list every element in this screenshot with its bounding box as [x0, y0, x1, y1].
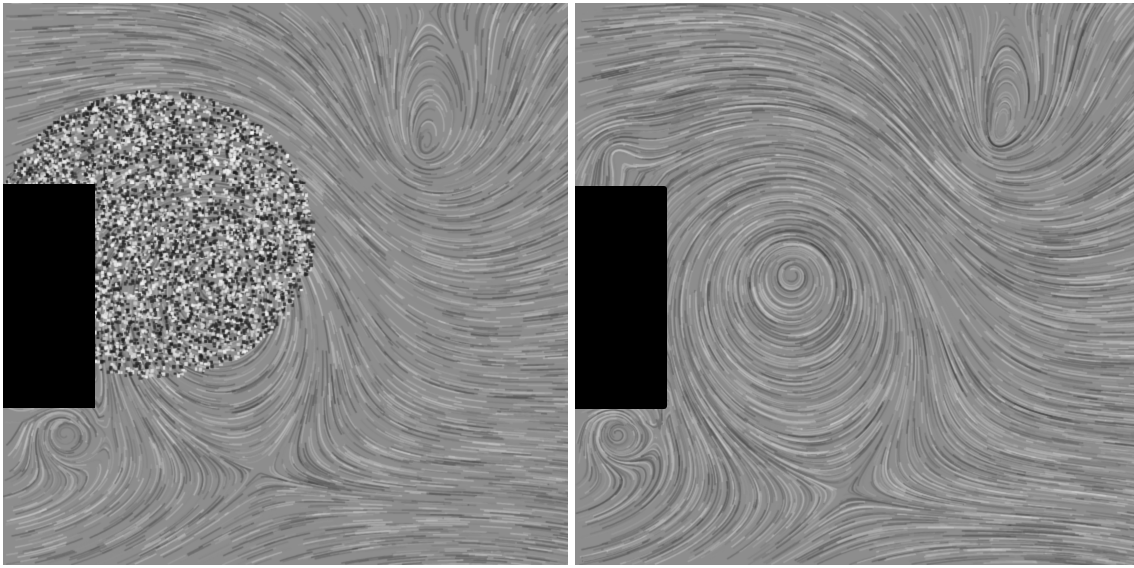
- flow-visualization-left: [3, 3, 568, 565]
- flow-visualization-right: [575, 3, 1134, 565]
- obstacle-block-left: [3, 184, 95, 408]
- lic-texture-left: [3, 3, 568, 565]
- obstacle-block-right: [575, 186, 667, 409]
- lic-texture-right: [575, 3, 1134, 565]
